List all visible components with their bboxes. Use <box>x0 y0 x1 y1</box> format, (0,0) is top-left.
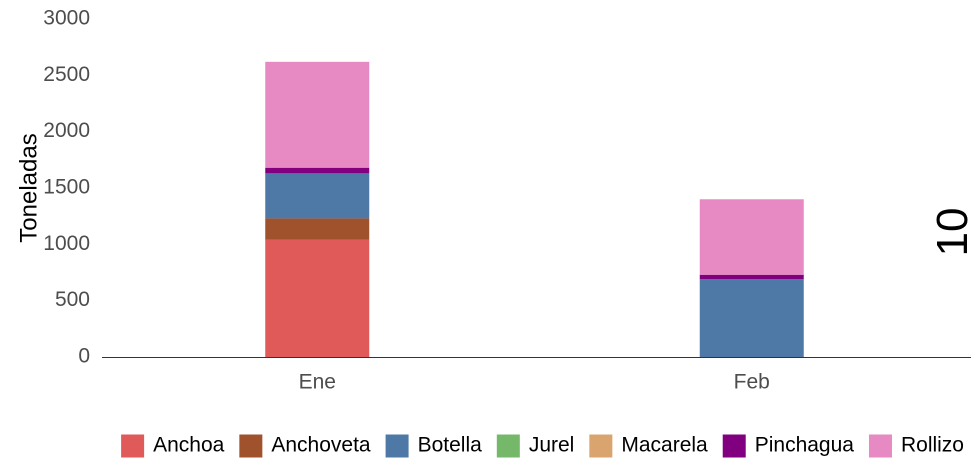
bar-segment-anchoa-ene <box>265 239 370 357</box>
bar-segment-rollizo-feb <box>699 199 804 275</box>
y-tick-label: 0 <box>78 345 90 368</box>
y-tick-label: 2000 <box>43 119 90 142</box>
x-tick-label: Ene <box>299 371 336 394</box>
y-tick-label: 2500 <box>43 63 90 86</box>
y-axis-title: Toneladas <box>15 133 42 242</box>
legend-swatch <box>868 434 892 458</box>
bar-segment-pinchagua-ene <box>265 167 370 174</box>
legend-item-jurel: Jurel <box>496 434 575 458</box>
legend-swatch <box>239 434 263 458</box>
legend-label: Anchoveta <box>271 434 371 457</box>
bar-segment-anchoveta-ene <box>265 218 370 240</box>
legend-label: Macarela <box>621 434 708 457</box>
bar-segment-botella-feb <box>699 279 804 357</box>
legend-item-anchoa: Anchoa <box>121 434 225 458</box>
y-axis-ticks: 0 500 1000 1500 2000 2500 3000 <box>43 7 90 368</box>
legend-swatch <box>496 434 520 458</box>
legend-item-pinchagua: Pinchagua <box>722 434 855 458</box>
y-tick-label: 1000 <box>43 232 90 255</box>
bars <box>265 61 804 357</box>
y-tick-label: 3000 <box>43 7 90 30</box>
legend-item-botella: Botella <box>385 434 483 458</box>
bar-segment-botella-ene <box>265 173 370 219</box>
legend-item-rollizo: Rollizo <box>868 434 964 458</box>
legend-label: Botella <box>418 434 483 457</box>
y-tick-label: 1500 <box>43 176 90 199</box>
y-tick-label: 500 <box>55 288 90 311</box>
legend-label: Jurel <box>529 434 575 457</box>
legend: Anchoa Anchoveta Botella Jurel Macarela Pinch… <box>121 434 964 458</box>
legend-label: Rollizo <box>901 434 964 457</box>
legend-label: Anchoa <box>153 434 225 457</box>
legend-swatch <box>121 434 145 458</box>
legend-item-anchoveta: Anchoveta <box>239 434 371 458</box>
x-tick-label: Feb <box>734 371 770 394</box>
bar-segment-rollizo-ene <box>265 61 370 168</box>
legend-swatch <box>589 434 613 458</box>
legend-item-macarela: Macarela <box>589 434 708 458</box>
right-edge-cut-label: 10 <box>928 208 971 257</box>
legend-swatch <box>722 434 746 458</box>
legend-label: Pinchagua <box>755 434 855 457</box>
bar-segment-pinchagua-feb <box>699 274 804 280</box>
legend-swatch <box>385 434 409 458</box>
x-axis-ticks: Ene Feb <box>299 371 770 394</box>
